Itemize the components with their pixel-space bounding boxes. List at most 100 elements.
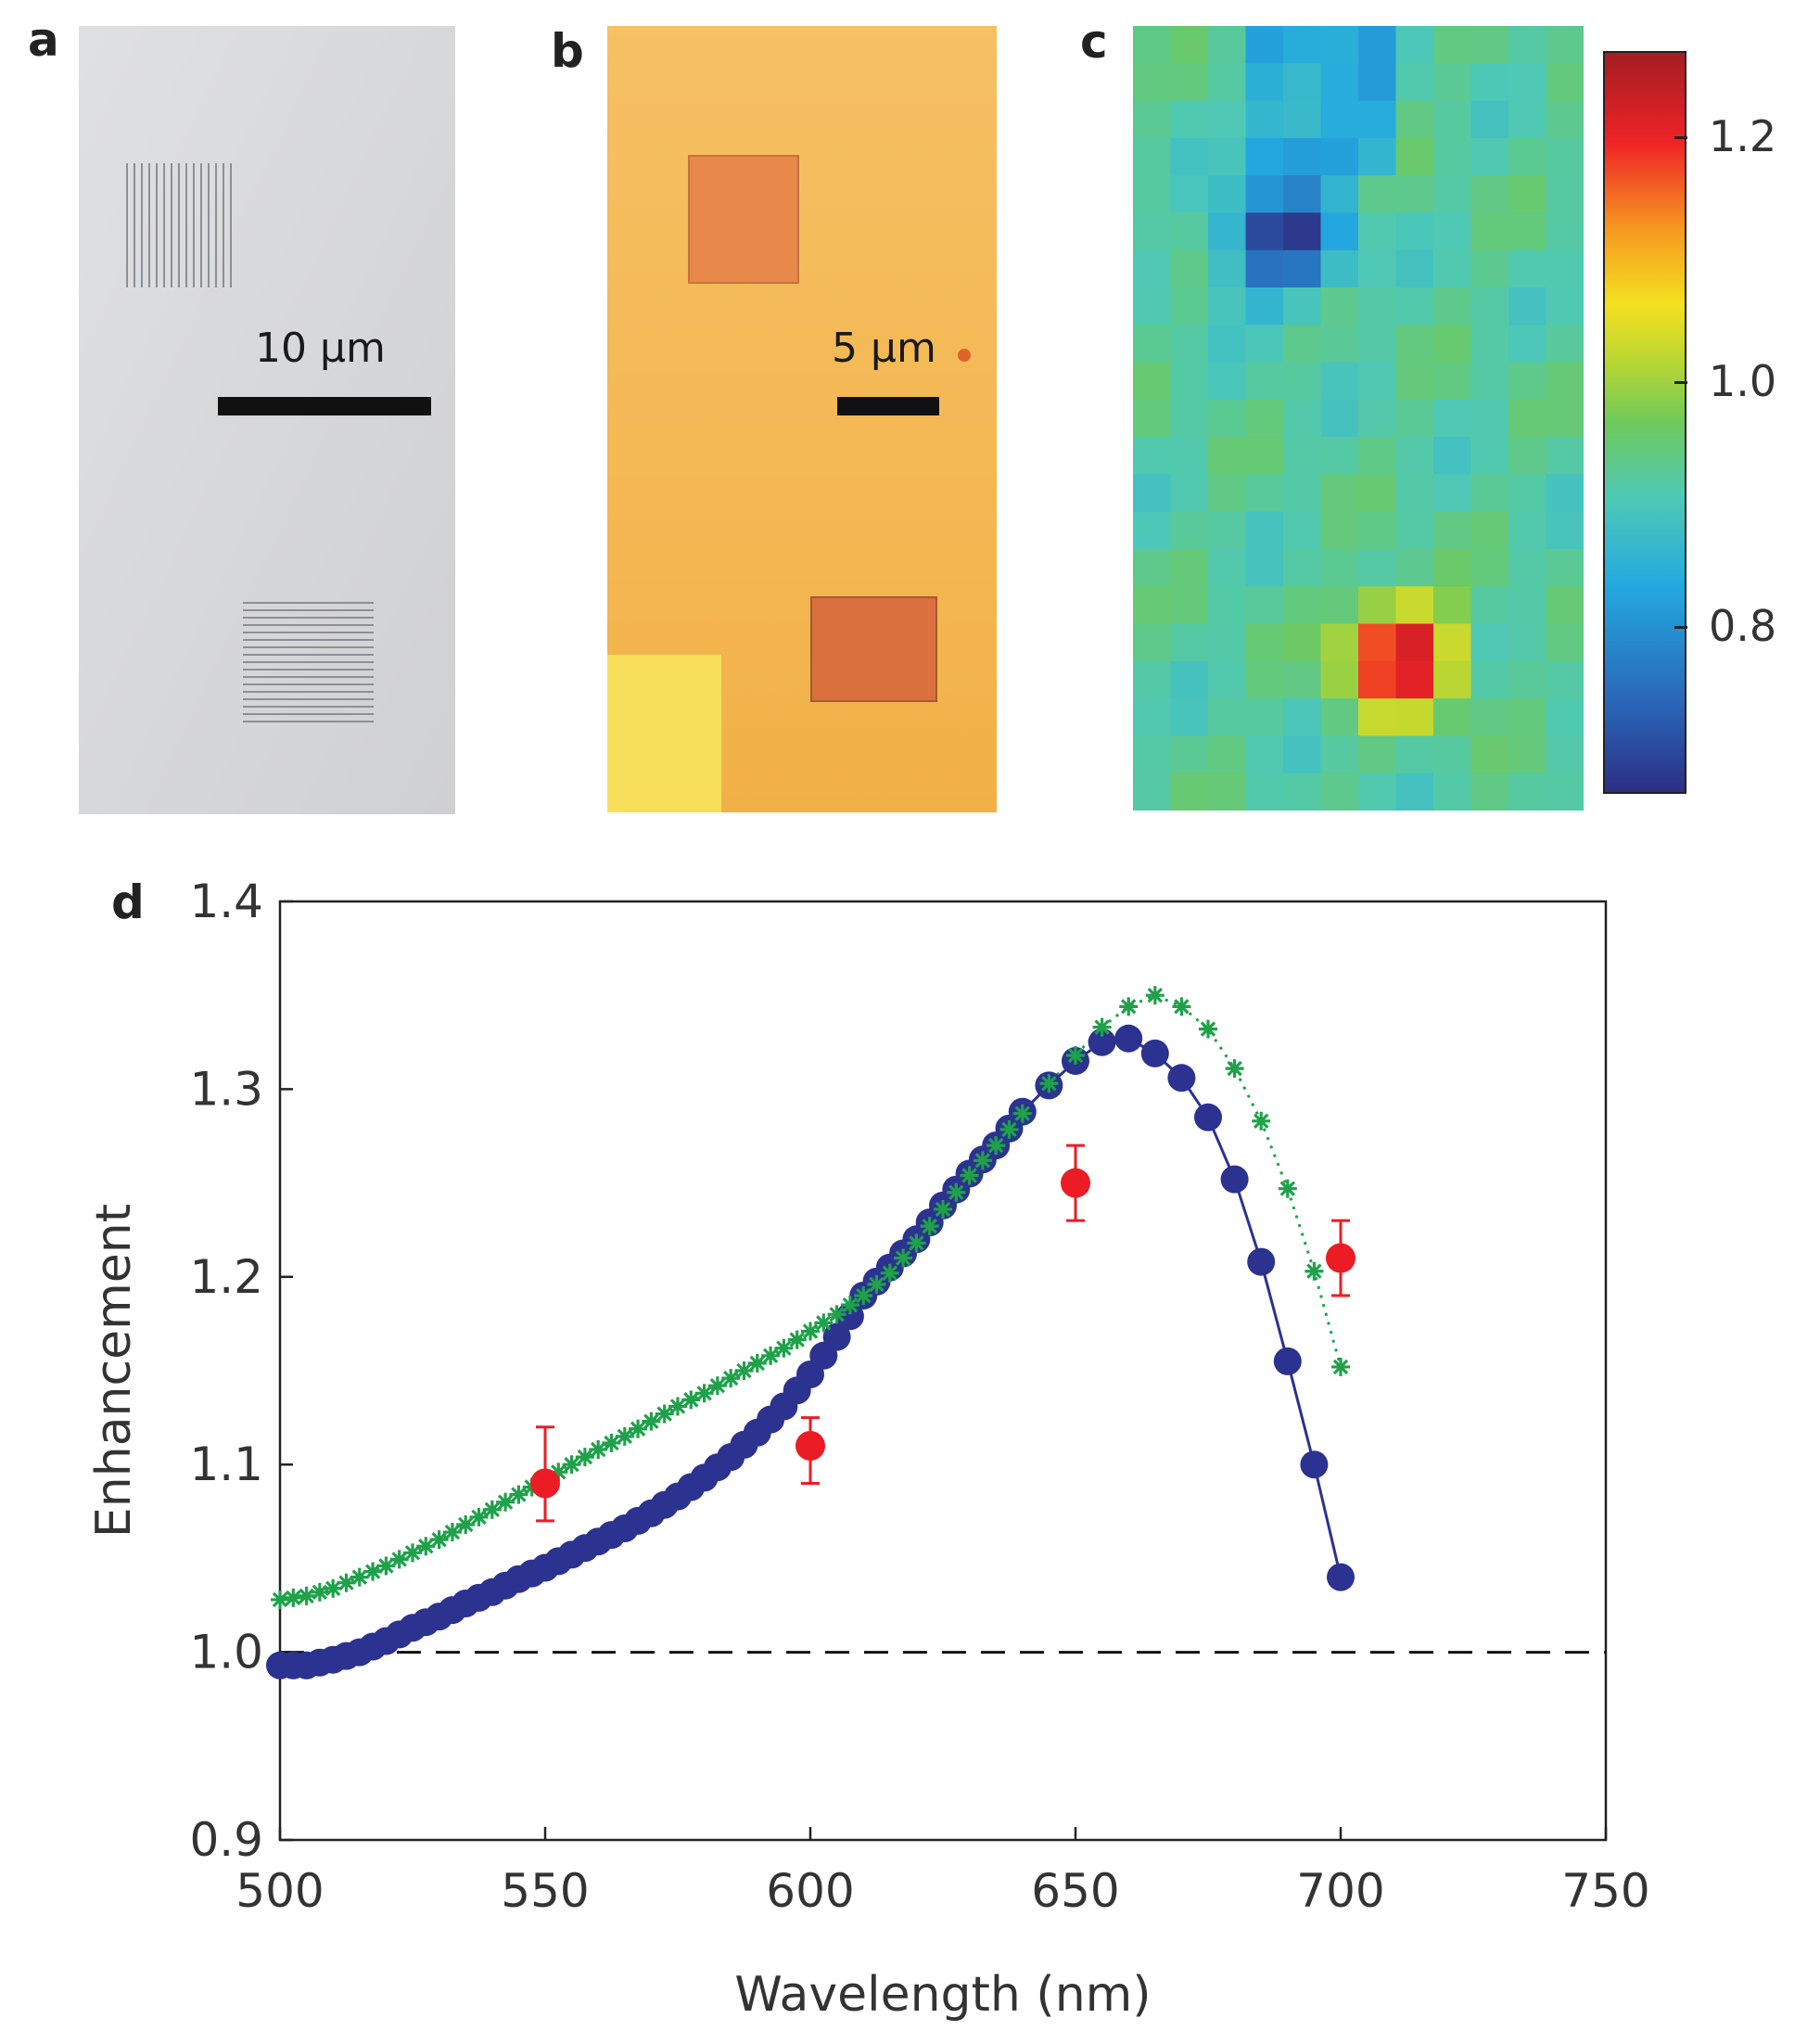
heatmap-cell bbox=[1508, 325, 1547, 364]
heatmap-cell bbox=[1470, 100, 1509, 139]
heatmap-cell bbox=[1283, 660, 1322, 699]
panel-letter-c: c bbox=[1080, 15, 1108, 69]
green-point bbox=[615, 1426, 634, 1446]
green-point bbox=[655, 1404, 674, 1424]
heatmap-cell bbox=[1283, 63, 1322, 102]
heatmap-cell bbox=[1546, 511, 1584, 550]
heatmap-cell bbox=[1433, 549, 1472, 587]
heatmap-cell bbox=[1283, 511, 1322, 550]
heatmap-cell bbox=[1208, 362, 1247, 401]
heatmap-cell bbox=[1245, 212, 1284, 251]
green-point bbox=[801, 1322, 820, 1341]
green-point bbox=[947, 1182, 966, 1202]
green-point bbox=[589, 1440, 608, 1460]
green-point bbox=[774, 1338, 794, 1358]
sample-illustration-b bbox=[607, 26, 997, 812]
heatmap-cell bbox=[1395, 249, 1434, 288]
green-point bbox=[827, 1305, 846, 1324]
heatmap-cell bbox=[1433, 623, 1472, 662]
red-point bbox=[1326, 1243, 1355, 1273]
blue-point bbox=[1167, 1064, 1196, 1092]
heatmap-cell bbox=[1470, 175, 1509, 214]
green-point bbox=[1092, 1017, 1112, 1037]
heatmap-cell bbox=[1433, 474, 1472, 513]
y-tick-label: 0.9 bbox=[189, 1813, 263, 1867]
heatmap-cell bbox=[1133, 549, 1172, 587]
heatmap-cell bbox=[1283, 212, 1322, 251]
heatmap-cell bbox=[1170, 26, 1209, 64]
heatmap-cell bbox=[1358, 287, 1397, 326]
heatmap-cell bbox=[1245, 511, 1284, 550]
heatmap-cell bbox=[1208, 474, 1247, 513]
heatmap-cell bbox=[1208, 137, 1247, 176]
green-point bbox=[482, 1500, 502, 1519]
green-point bbox=[854, 1286, 873, 1306]
heatmap-cell bbox=[1508, 362, 1547, 401]
heatmap-cell bbox=[1546, 623, 1584, 662]
heatmap-cell bbox=[1208, 63, 1247, 102]
heatmap-cell bbox=[1133, 287, 1172, 326]
heatmap-cell bbox=[1133, 511, 1172, 550]
green-point bbox=[496, 1492, 515, 1512]
heatmap-cell bbox=[1245, 362, 1284, 401]
heatmap-cell bbox=[1433, 287, 1472, 326]
green-point bbox=[907, 1233, 926, 1253]
green-point bbox=[1145, 986, 1165, 1005]
colorbar-label-1-2: 1.2 bbox=[1709, 111, 1777, 161]
y-tick-label: 1.3 bbox=[189, 1062, 263, 1116]
heatmap-cell bbox=[1395, 773, 1434, 811]
heatmap-cell bbox=[1245, 437, 1284, 476]
green-point bbox=[934, 1199, 952, 1219]
heatmap-cell bbox=[1395, 474, 1434, 513]
green-point bbox=[894, 1248, 913, 1268]
green-point bbox=[721, 1369, 741, 1388]
heatmap-cell bbox=[1245, 660, 1284, 699]
heatmap-cell bbox=[1358, 362, 1397, 401]
heatmap-cell bbox=[1245, 249, 1284, 288]
heatmap-cell bbox=[1283, 287, 1322, 326]
heatmap-cell bbox=[1245, 773, 1284, 811]
scale-label-b: 5 µm bbox=[832, 325, 936, 372]
heatmap-cell bbox=[1546, 249, 1584, 288]
heatmap-cell bbox=[1283, 623, 1322, 662]
heatmap-cell bbox=[1208, 773, 1247, 811]
green-point bbox=[509, 1485, 528, 1504]
heatmap-cell bbox=[1358, 212, 1397, 251]
heatmap-cell bbox=[1133, 586, 1172, 625]
heatmap-cell bbox=[1546, 212, 1584, 251]
heatmap-cell bbox=[1245, 26, 1284, 64]
heatmap-cell bbox=[1508, 474, 1547, 513]
heatmap-cell bbox=[1395, 175, 1434, 214]
heatmap-cell bbox=[1395, 735, 1434, 774]
heatmap-cell bbox=[1433, 26, 1472, 64]
heatmap-cell bbox=[1546, 100, 1584, 139]
heatmap-cell bbox=[1320, 623, 1359, 662]
colorbar-label-1-0: 1.0 bbox=[1709, 356, 1777, 406]
heatmap-cell bbox=[1508, 212, 1547, 251]
red-point bbox=[795, 1430, 825, 1461]
heatmap-cell bbox=[1433, 100, 1472, 139]
heatmap-cell bbox=[1395, 287, 1434, 326]
green-point bbox=[761, 1346, 781, 1365]
green-point bbox=[416, 1537, 436, 1556]
heatmap-cell bbox=[1320, 773, 1359, 811]
heatmap-cell bbox=[1470, 249, 1509, 288]
green-point bbox=[389, 1550, 409, 1569]
green-point bbox=[310, 1582, 329, 1602]
heatmap-grid bbox=[1133, 26, 1584, 811]
heatmap-cell bbox=[1395, 511, 1434, 550]
colorbar-tick-1-2 bbox=[1674, 136, 1687, 139]
heatmap-cell bbox=[1170, 660, 1209, 699]
micrograph-panel-a bbox=[79, 26, 455, 814]
blue-point bbox=[1300, 1450, 1329, 1479]
heatmap-cell bbox=[1208, 212, 1247, 251]
x-tick-label: 550 bbox=[501, 1864, 589, 1918]
green-point bbox=[734, 1361, 754, 1380]
heatmap-cell bbox=[1358, 586, 1397, 625]
green-point bbox=[642, 1412, 661, 1431]
heatmap-cell bbox=[1358, 623, 1397, 662]
green-point bbox=[1225, 1059, 1244, 1079]
heatmap-cell bbox=[1320, 586, 1359, 625]
heatmap-cell bbox=[1508, 287, 1547, 326]
heatmap-cell bbox=[1433, 698, 1472, 737]
